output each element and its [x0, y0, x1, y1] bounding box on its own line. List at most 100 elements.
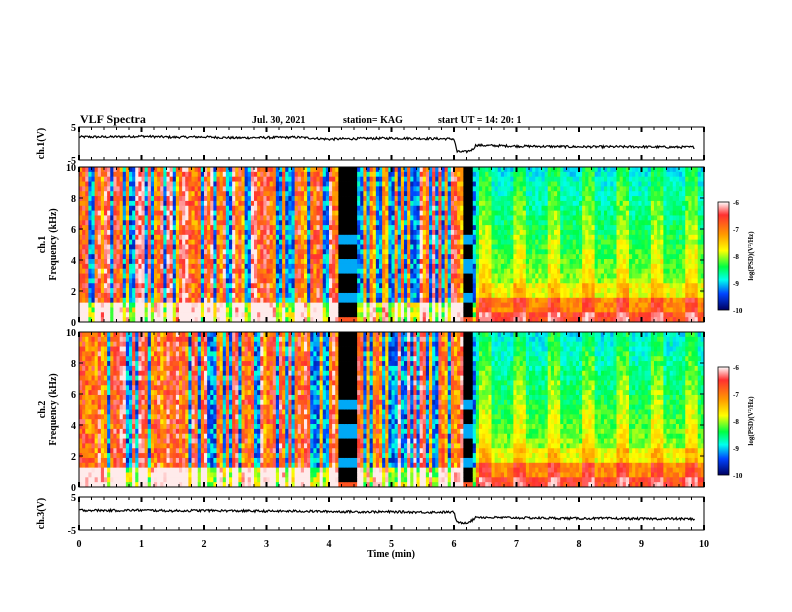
spectrogram-cell	[216, 302, 221, 308]
spectrogram-cell	[329, 307, 333, 313]
spectrogram-cell	[191, 191, 196, 197]
spectrogram-cell	[125, 176, 130, 182]
spectrogram-cell	[447, 249, 452, 255]
spectrogram-cell	[519, 191, 524, 197]
spectrogram-cell	[450, 191, 455, 197]
spectrogram-cell	[407, 259, 411, 265]
spectrogram-cell	[254, 200, 258, 207]
spectrogram-cell	[460, 220, 464, 226]
spectrogram-cell	[100, 288, 105, 294]
spectrogram-cell	[88, 273, 92, 279]
spectrogram-cell	[419, 234, 424, 241]
spectrogram-cell	[85, 292, 89, 299]
spectrogram-cell	[119, 171, 124, 178]
spectrogram-cell	[400, 297, 405, 304]
spectrogram-cell	[510, 278, 514, 284]
spectrogram-cell	[425, 278, 430, 284]
spectrogram-cell	[466, 283, 471, 289]
spectrogram-cell	[507, 302, 511, 308]
spectrogram-cell	[491, 196, 496, 202]
spectrogram-cell	[341, 200, 346, 207]
spectrogram-cell	[304, 259, 308, 265]
spectrogram-cell	[113, 186, 117, 192]
spectrogram-cell	[338, 302, 342, 308]
spectrogram-cell	[388, 263, 392, 270]
spectrogram-cell	[216, 307, 221, 313]
spectrogram-cell	[354, 205, 358, 211]
spectrogram-cell	[166, 268, 171, 274]
spectrogram-cell	[241, 283, 246, 289]
spectrogram-cell	[382, 196, 386, 202]
spectrogram-cell	[157, 283, 161, 289]
spectrogram-cell	[372, 181, 377, 187]
spectrogram-cell	[294, 200, 299, 207]
spectrogram-cell	[435, 210, 439, 216]
spectrogram-cell	[160, 191, 164, 197]
spectrogram-cell	[488, 191, 492, 197]
spectrogram-cell	[154, 186, 158, 192]
spectrogram-cell	[85, 259, 89, 265]
spectrogram-cell	[257, 181, 261, 187]
spectrogram-cell	[388, 239, 392, 245]
spectrogram-cell	[154, 191, 158, 197]
spectrogram-cell	[538, 249, 542, 255]
spectrogram-cell	[225, 200, 230, 207]
spectrogram-cell	[400, 268, 405, 274]
spectrogram-cell	[269, 200, 274, 207]
spectrogram-cell	[91, 263, 96, 270]
spectrogram-cell	[144, 171, 149, 178]
spectrogram-cell	[485, 186, 489, 192]
spectrogram-cell	[110, 312, 114, 318]
spectrogram-cell	[266, 297, 271, 304]
spectrogram-cell	[275, 278, 280, 284]
spectrogram-cell	[285, 225, 289, 231]
spectrogram-cell	[216, 167, 221, 173]
spectrogram-cell	[504, 181, 508, 187]
spectrogram-cell	[394, 249, 399, 255]
spectrogram-cell	[141, 215, 146, 221]
spectrogram-cell	[241, 268, 246, 274]
spectrogram-cell	[360, 220, 364, 226]
spectrogram-cell	[463, 263, 467, 270]
spectrogram-cell	[204, 263, 208, 270]
spectrogram-cell	[197, 263, 202, 270]
spectrogram-cell	[525, 302, 530, 308]
spectrogram-cell	[275, 181, 280, 187]
spectrogram-cell	[82, 167, 86, 173]
spectrogram-cell	[100, 176, 105, 182]
spectrogram-cell	[322, 186, 327, 192]
spectrogram-cell	[135, 229, 139, 236]
spectrogram-cell	[513, 312, 517, 318]
spectrogram-cell	[88, 167, 92, 173]
spectrogram-cell	[454, 186, 458, 192]
spectrogram-cell	[194, 186, 199, 192]
spectrogram-cell	[338, 210, 342, 216]
spectrogram-cell	[169, 215, 174, 221]
spectrogram-cell	[182, 268, 186, 274]
spectrogram-cell	[344, 200, 349, 207]
spectrogram-cell	[460, 176, 464, 182]
spectrogram-cell	[194, 200, 199, 207]
spectrogram-cell	[375, 205, 380, 211]
spectrogram-cell	[363, 196, 367, 202]
spectrogram-cell	[382, 234, 386, 241]
spectrogram-cell	[547, 234, 552, 241]
spectrogram-cell	[257, 297, 261, 304]
spectrogram-cell	[300, 220, 305, 226]
spectrogram-cell	[547, 181, 552, 187]
spectrogram-cell	[369, 254, 374, 260]
spectrogram-cell	[304, 292, 308, 299]
spectrogram-cell	[482, 273, 486, 279]
spectrogram-cell	[297, 307, 302, 313]
spectrogram-cell	[160, 229, 164, 236]
spectrogram-cell	[254, 191, 258, 197]
spectrogram-cell	[397, 312, 402, 318]
spectrogram-cell	[494, 220, 499, 226]
spectrogram-cell	[313, 268, 317, 274]
spectrogram-cell	[147, 239, 152, 245]
spectrogram-cell	[144, 225, 149, 231]
spectrogram-cell	[94, 220, 99, 226]
spectrogram-cell	[88, 312, 92, 318]
spectrogram-cell	[113, 225, 117, 231]
spectrogram-cell	[391, 220, 396, 226]
